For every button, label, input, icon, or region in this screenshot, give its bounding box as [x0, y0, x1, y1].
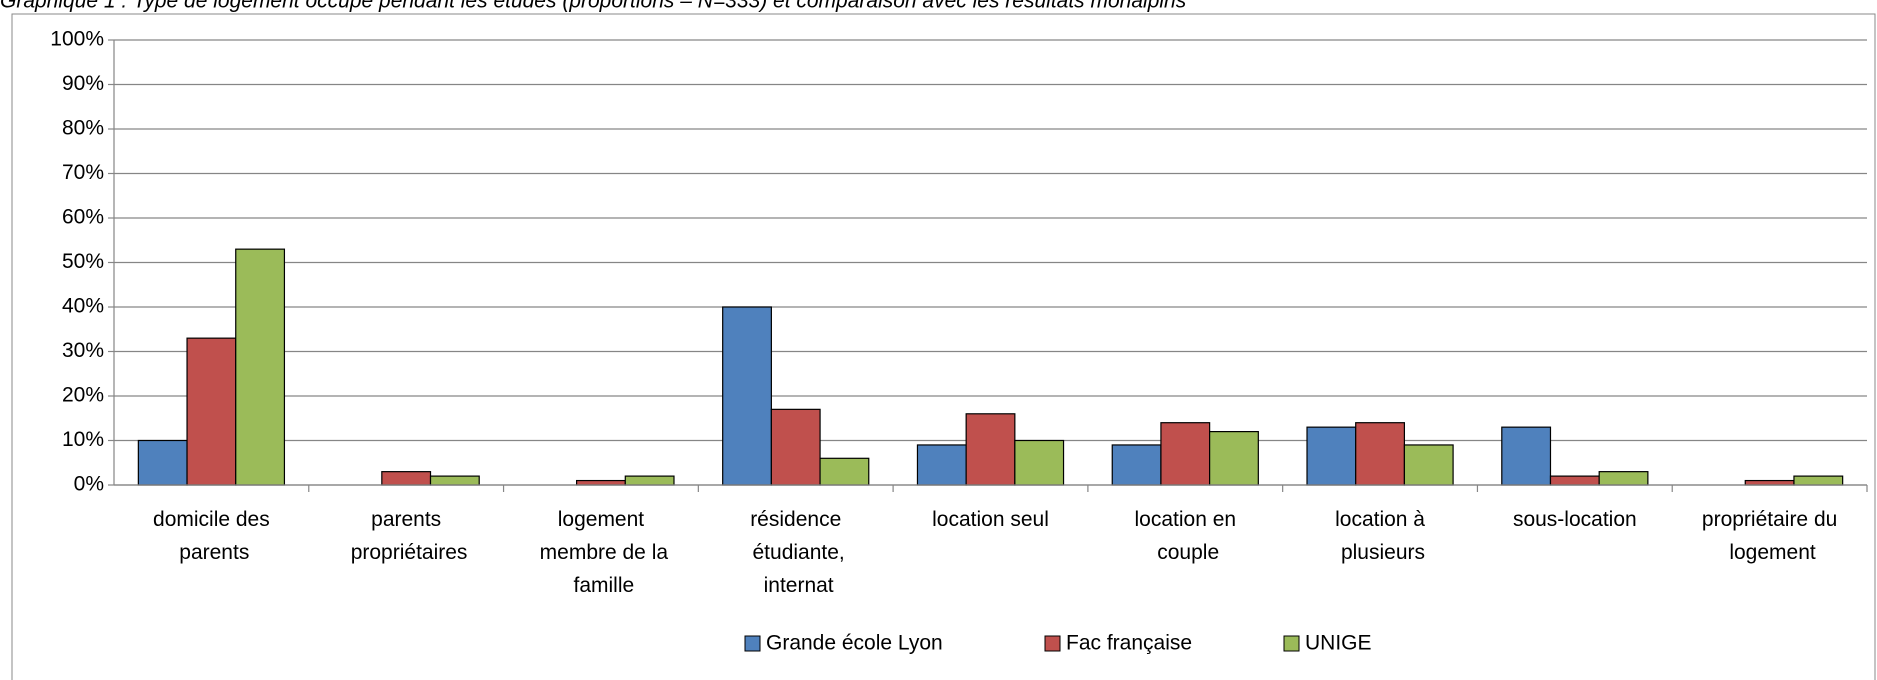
legend-label: Fac française [1066, 632, 1192, 655]
x-tick-label: résidence étudiante, internat [747, 508, 845, 597]
bar [770, 408, 821, 486]
x-tick-label: propriétaire du logement [1702, 508, 1837, 564]
bar [1014, 439, 1065, 486]
y-tick-label: 80% [62, 117, 104, 140]
y-tick-label: 90% [62, 72, 104, 95]
chart-border [11, 13, 1876, 680]
x-tick-label: domicile des parents [153, 508, 270, 564]
legend-label: UNIGE [1305, 632, 1372, 655]
legend-label: Grande école Lyon [766, 632, 943, 655]
bar [575, 479, 626, 486]
bar [1111, 444, 1162, 486]
chart-title: Graphique 1 : Type de logement occupé pe… [0, 0, 1187, 13]
y-tick-label: 0% [74, 473, 104, 496]
x-tick-label: location en couple [1134, 508, 1236, 564]
bar [1160, 422, 1211, 486]
y-tick-label: 30% [62, 339, 104, 362]
x-tick-label: location seul [932, 508, 1049, 531]
legend-swatch [1044, 635, 1061, 652]
y-tick-label: 50% [62, 250, 104, 273]
bar [1793, 475, 1844, 486]
y-tick-label: 10% [62, 428, 104, 451]
bar [624, 475, 675, 486]
bar [381, 471, 432, 486]
bar [1501, 426, 1552, 486]
bar [1306, 426, 1357, 486]
bar [137, 439, 188, 486]
x-tick-label: location à plusieurs [1335, 508, 1425, 564]
bar [819, 457, 870, 486]
legend-swatch [1283, 635, 1300, 652]
x-tick-label: sous-location [1513, 508, 1637, 531]
x-tick-label: parents propriétaires [345, 508, 468, 564]
bar [1209, 431, 1259, 486]
bar [235, 248, 286, 486]
bar [1598, 471, 1649, 486]
bar [429, 475, 480, 486]
y-tick-label: 70% [62, 161, 104, 184]
bar [965, 413, 1016, 486]
bar [916, 444, 967, 486]
y-tick-label: 100% [50, 28, 104, 51]
bar [186, 337, 237, 486]
bar [722, 306, 772, 486]
x-tick-label: logement membre de la famille [534, 508, 669, 597]
legend-swatch [744, 635, 761, 652]
bar [1403, 444, 1454, 486]
y-tick-label: 60% [62, 206, 104, 229]
y-tick-label: 20% [62, 384, 104, 407]
bar [1355, 422, 1406, 486]
bar [1549, 475, 1600, 486]
y-tick-label: 40% [62, 295, 104, 318]
bar [1744, 479, 1795, 486]
